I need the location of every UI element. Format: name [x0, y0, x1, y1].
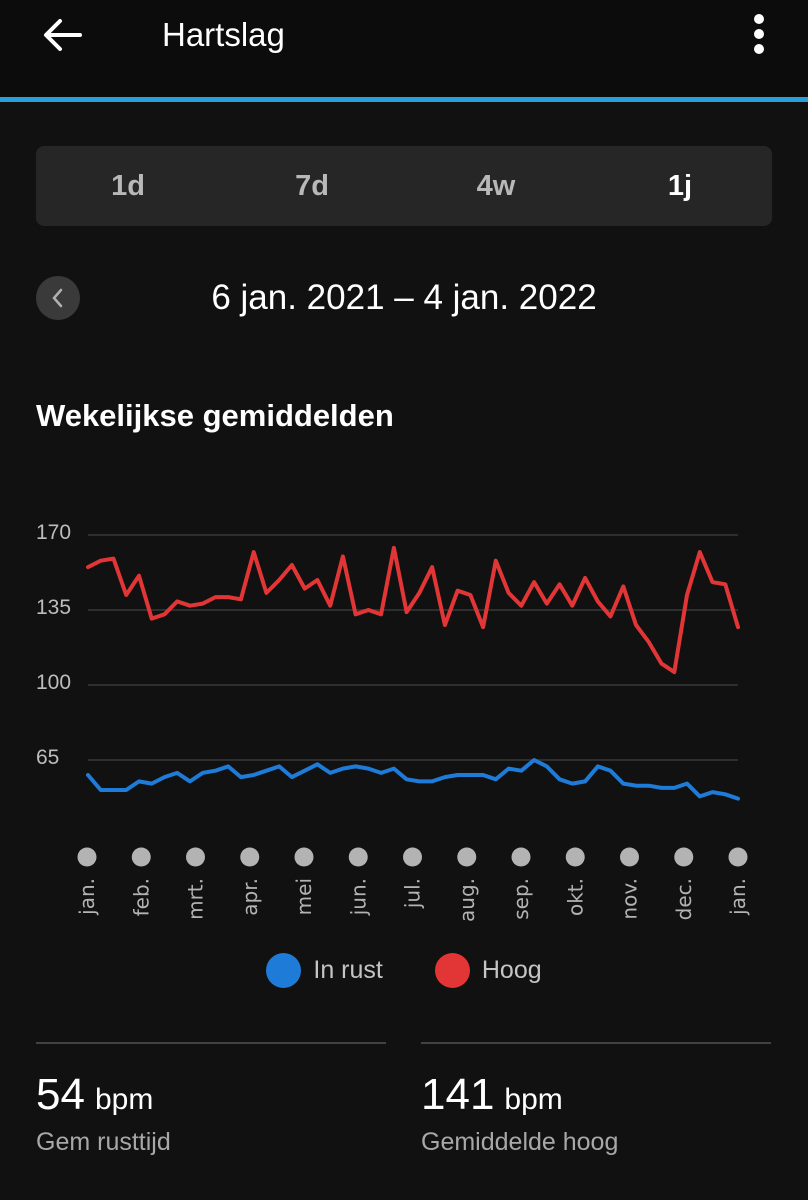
- tab-7d[interactable]: 7d: [295, 169, 329, 202]
- arrow-left-icon: [44, 19, 82, 51]
- month-label: jan.: [75, 878, 99, 916]
- month-marker-dot[interactable]: [240, 847, 260, 867]
- legend-label: In rust: [313, 956, 383, 984]
- series-line-hoog: [86, 545, 740, 675]
- month-label: feb.: [129, 878, 153, 916]
- header-accent-bar: [0, 97, 808, 102]
- month-label: aug.: [455, 878, 479, 922]
- month-label: jan.: [726, 878, 750, 916]
- month-label: jul.: [401, 878, 425, 909]
- tab-4w[interactable]: 4w: [476, 169, 516, 202]
- stat-unit: bpm: [504, 1083, 563, 1116]
- y-tick-170: 170: [36, 521, 72, 544]
- app-bar: Hartslag: [0, 0, 808, 102]
- legend-item-hoog[interactable]: Hoog: [434, 953, 542, 988]
- month-marker-dot[interactable]: [674, 847, 694, 867]
- month-marker-dot[interactable]: [728, 847, 748, 867]
- month-label: mei: [292, 878, 316, 915]
- month-marker-dot[interactable]: [565, 847, 585, 867]
- stat-label: Gemiddelde hoog: [421, 1128, 619, 1156]
- previous-period-button[interactable]: [36, 276, 80, 320]
- y-tick-65: 65: [36, 746, 60, 769]
- stat-unit: bpm: [94, 1083, 154, 1116]
- month-marker-dot[interactable]: [186, 847, 205, 867]
- month-label: sep.: [509, 878, 533, 920]
- month-marker-dot[interactable]: [457, 847, 477, 867]
- month-label: nov.: [618, 878, 642, 920]
- y-tick-100: 100: [36, 671, 72, 694]
- month-label: mrt.: [184, 878, 208, 920]
- stat-value-row: 54 bpm: [36, 1070, 386, 1120]
- month-marker-dot[interactable]: [511, 847, 531, 867]
- month-marker-dot[interactable]: [403, 847, 422, 867]
- tab-1j[interactable]: 1j: [667, 169, 693, 202]
- chart-legend: In rust Hoog: [0, 953, 808, 988]
- more-vertical-icon: [754, 14, 764, 54]
- more-options-button[interactable]: [744, 12, 774, 58]
- page-title: Hartslag: [162, 16, 285, 53]
- month-label: dec.: [672, 878, 696, 920]
- stat-label: Gem rusttijd: [36, 1128, 171, 1156]
- legend-item-in-rust[interactable]: In rust: [266, 953, 383, 988]
- month-label: apr.: [238, 878, 262, 916]
- heart-rate-line-chart: jan. feb. mrt. apr. mei jun. jul. aug. sep. okt. n…: [75, 534, 750, 922]
- stat-value-row: 141 bpm: [421, 1070, 771, 1120]
- section-title: Wekelijkse gemiddelden: [36, 398, 394, 433]
- legend-label: Hoog: [481, 956, 542, 984]
- month-label: okt.: [563, 878, 587, 916]
- month-label: jun.: [346, 878, 370, 916]
- month-marker-dot[interactable]: [294, 847, 314, 867]
- chevron-left-icon: [52, 288, 63, 308]
- back-button[interactable]: [40, 14, 84, 58]
- tab-1d[interactable]: 1d: [111, 169, 145, 202]
- stat-value: 141: [421, 1070, 495, 1119]
- month-marker-dot[interactable]: [620, 847, 639, 867]
- series-line-in-rust: [86, 758, 740, 801]
- stat-resting-average: 54 bpm Gem rusttijd: [36, 1042, 386, 1157]
- legend-dot-blue-icon: [266, 953, 302, 988]
- stat-value: 54: [36, 1070, 85, 1119]
- legend-dot-red-icon: [434, 953, 470, 988]
- y-tick-135: 135: [36, 596, 72, 619]
- month-marker-dot[interactable]: [348, 847, 368, 867]
- period-selector: 1d 7d 4w 1j: [36, 146, 772, 226]
- month-marker-dot[interactable]: [131, 847, 151, 867]
- date-range-label: 6 jan. 2021 – 4 jan. 2022: [211, 278, 597, 317]
- stat-high-average: 141 bpm Gemiddelde hoog: [421, 1042, 771, 1157]
- month-marker-dot[interactable]: [77, 847, 97, 867]
